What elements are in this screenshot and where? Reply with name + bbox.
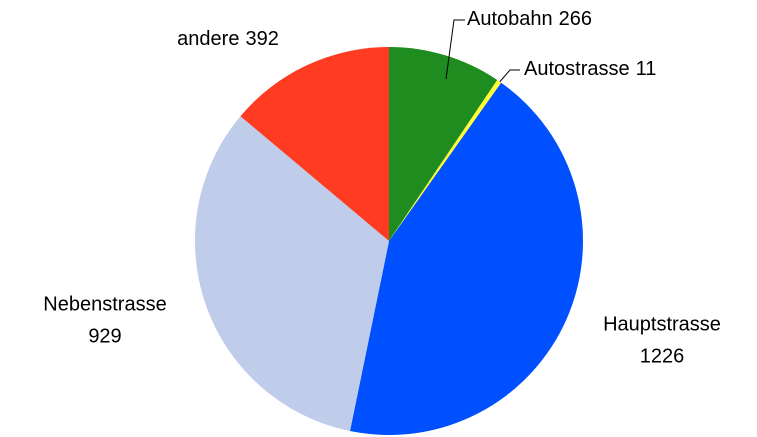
slice-label: Nebenstrasse [43, 293, 166, 315]
slice-label: Hauptstrasse [603, 313, 721, 335]
pie-slice [349, 82, 583, 435]
slice-value: 1226 [640, 345, 685, 367]
slice-name: andere [177, 28, 239, 50]
slice-value: 392 [245, 28, 278, 50]
leader-line [496, 69, 520, 86]
pie-slice [240, 47, 389, 241]
slice-name: Autobahn [467, 8, 553, 30]
pie-slice [194, 116, 389, 432]
slice-label: andere 392 [177, 28, 279, 50]
pie-slice [389, 47, 498, 241]
slice-value: 11 [636, 58, 657, 80]
slice-value: 929 [88, 325, 121, 347]
leader-line [445, 19, 465, 80]
slice-name: Autostrasse [524, 58, 630, 80]
slice-label: Autobahn 266 [467, 8, 592, 30]
slice-label: Autostrasse 11 [524, 58, 656, 80]
pie-slice [389, 79, 502, 241]
slice-value: 266 [559, 8, 592, 30]
